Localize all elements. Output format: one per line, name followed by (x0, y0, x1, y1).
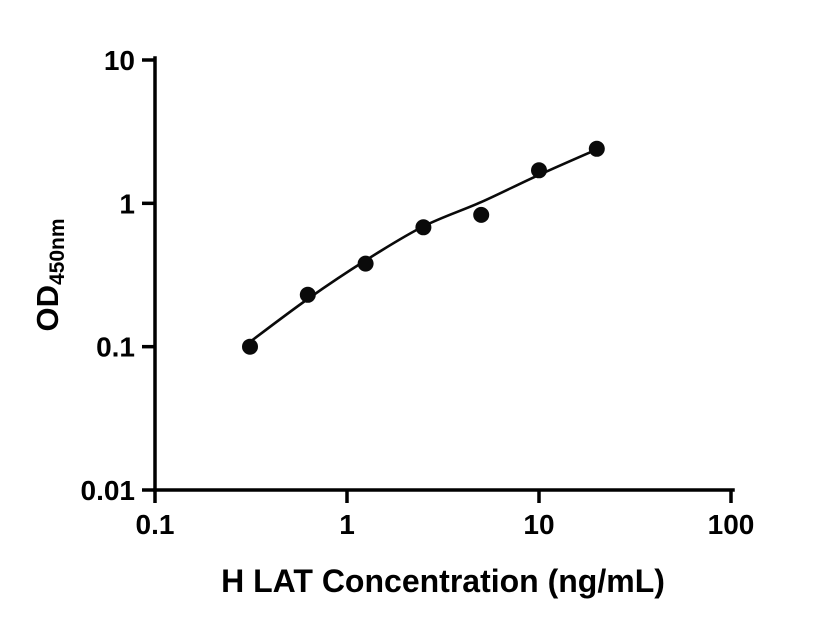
y-axis-title-subscript: 450nm (46, 218, 69, 286)
y-axis-title: OD450nm (26, 165, 70, 385)
x-tick-label: 0.1 (136, 509, 175, 540)
x-tick-label: 1 (339, 509, 355, 540)
data-point (473, 206, 490, 223)
y-tick-label: 1 (119, 188, 135, 219)
data-point (531, 162, 547, 179)
x-tick-label: 10 (523, 509, 554, 540)
x-axis-title: H LAT Concentration (ng/mL) (221, 563, 665, 599)
x-tick-label: 100 (708, 509, 755, 540)
y-axis-title-main: OD (30, 285, 65, 332)
data-point (299, 286, 316, 303)
data-point (242, 338, 258, 355)
fit-curve-line (249, 148, 598, 343)
y-tick-label: 0.01 (81, 475, 136, 506)
y-tick-label: 0.1 (96, 332, 135, 363)
y-tick-label: 10 (104, 45, 135, 76)
data-point (415, 219, 432, 236)
data-point (357, 255, 374, 272)
data-point (588, 140, 605, 157)
